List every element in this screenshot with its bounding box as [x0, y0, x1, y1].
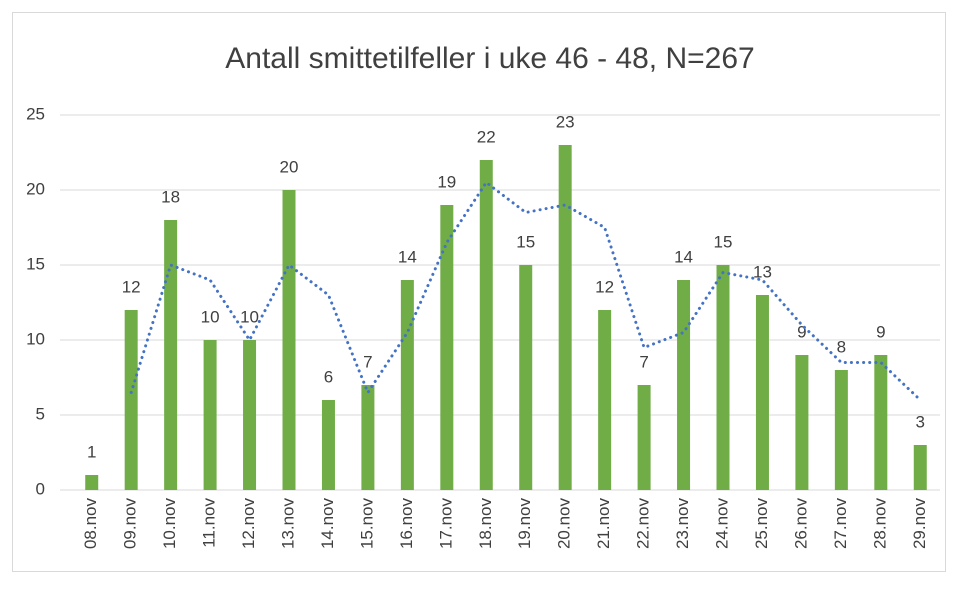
- bar: [716, 265, 730, 490]
- bar: [637, 385, 651, 490]
- data-label: 18: [161, 187, 180, 206]
- bar: [124, 310, 138, 490]
- y-tick-label: 20: [26, 179, 45, 198]
- bar: [321, 400, 335, 490]
- bar: [400, 280, 414, 490]
- x-tick-label: 10.nov: [160, 498, 179, 550]
- x-tick-label: 12.nov: [239, 498, 258, 550]
- bar: [834, 370, 848, 490]
- x-tick-label: 16.nov: [397, 498, 416, 550]
- x-tick-label: 09.nov: [121, 498, 140, 550]
- bar: [677, 280, 691, 490]
- data-label: 15: [714, 232, 733, 251]
- x-tick-label: 28.nov: [870, 498, 889, 550]
- x-tick-label: 14.nov: [318, 498, 337, 550]
- data-label: 6: [324, 367, 333, 386]
- x-tick-label: 29.nov: [910, 498, 929, 550]
- x-tick-label: 15.nov: [357, 498, 376, 550]
- bar: [361, 385, 375, 490]
- bar: [519, 265, 533, 490]
- y-tick-label: 15: [26, 254, 45, 273]
- data-label: 9: [797, 322, 806, 341]
- data-label: 12: [595, 277, 614, 296]
- data-label: 7: [639, 352, 648, 371]
- bar: [282, 190, 296, 490]
- bar: [795, 355, 809, 490]
- trend-line: [129, 180, 922, 402]
- x-tick-label: 08.nov: [81, 498, 100, 550]
- y-tick-label: 5: [36, 404, 45, 423]
- y-tick-label: 10: [26, 329, 45, 348]
- x-tick-label: 17.nov: [436, 498, 455, 550]
- y-tick-label: 0: [36, 479, 45, 498]
- x-tick-label: 13.nov: [278, 498, 297, 550]
- data-label: 9: [876, 322, 885, 341]
- bar: [558, 145, 572, 490]
- x-tick-label: 23.nov: [673, 498, 692, 550]
- bar: [203, 340, 217, 490]
- y-tick-label: 25: [26, 104, 45, 123]
- x-tick-label: 19.nov: [515, 498, 534, 550]
- bar: [164, 220, 178, 490]
- data-label: 8: [837, 337, 846, 356]
- bar: [440, 205, 454, 490]
- x-tick-label: 18.nov: [476, 498, 495, 550]
- bar: [85, 475, 99, 490]
- x-tick-label: 25.nov: [752, 498, 771, 550]
- x-tick-label: 22.nov: [634, 498, 653, 550]
- data-label: 12: [122, 277, 141, 296]
- data-label: 7: [363, 352, 372, 371]
- x-tick-label: 26.nov: [791, 498, 810, 550]
- bar: [479, 160, 493, 490]
- data-label: 20: [280, 157, 299, 176]
- data-label: 19: [437, 172, 456, 191]
- x-tick-label: 27.nov: [831, 498, 850, 550]
- x-tick-label: 24.nov: [712, 498, 731, 550]
- data-label: 10: [240, 307, 259, 326]
- x-tick-label: 21.nov: [594, 498, 613, 550]
- bar: [755, 295, 769, 490]
- data-label: 22: [477, 127, 496, 146]
- bar: [913, 445, 927, 490]
- data-label: 23: [556, 112, 575, 131]
- data-label: 15: [516, 232, 535, 251]
- x-tick-label: 20.nov: [555, 498, 574, 550]
- data-label: 14: [674, 247, 693, 266]
- data-label: 13: [753, 262, 772, 281]
- chart-title: Antall smittetilfeller i uke 46 - 48, N=…: [225, 42, 754, 75]
- bar: [874, 355, 888, 490]
- data-label: 14: [398, 247, 417, 266]
- bar: [598, 310, 612, 490]
- data-label: 3: [916, 412, 925, 431]
- x-tick-label: 11.nov: [200, 498, 219, 548]
- data-label: 10: [201, 307, 220, 326]
- bar: [243, 340, 257, 490]
- data-label: 1: [87, 442, 96, 461]
